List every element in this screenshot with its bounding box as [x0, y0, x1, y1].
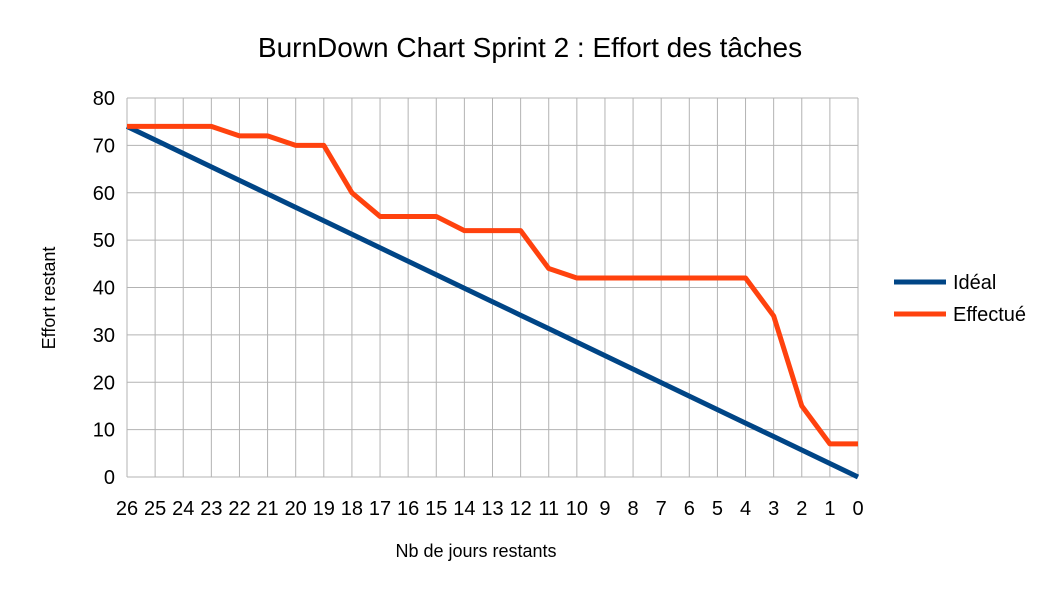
x-tick-label: 13	[481, 498, 503, 520]
y-tick-label: 40	[93, 278, 115, 300]
x-tick-label: 21	[256, 498, 278, 520]
x-tick-label: 24	[172, 498, 194, 520]
y-tick-label: 70	[93, 135, 115, 157]
x-tick-label: 23	[200, 498, 222, 520]
x-tick-label: 10	[566, 498, 588, 520]
y-tick-label: 30	[93, 325, 115, 347]
legend: Idéal Effectué	[894, 272, 1026, 326]
y-tick-label: 50	[93, 230, 115, 252]
x-tick-label: 11	[538, 498, 559, 520]
x-tick-label: 15	[425, 498, 447, 520]
legend-label: Effectué	[953, 304, 1026, 326]
series-lines	[125, 123, 860, 480]
x-tick-label: 20	[285, 498, 307, 520]
x-tick-label: 4	[740, 498, 751, 520]
chart-title: BurnDown Chart Sprint 2 : Effort des tâc…	[258, 32, 802, 63]
x-tick-label: 17	[369, 498, 391, 520]
x-tick-label: 2	[796, 498, 807, 520]
x-tick-label: 5	[712, 498, 723, 520]
x-tick-label: 25	[144, 498, 166, 520]
x-tick-label: 9	[599, 498, 610, 520]
x-tick-label: 18	[341, 498, 363, 520]
y-tick-label: 20	[93, 372, 115, 394]
series-line-ideal	[125, 124, 860, 480]
x-tick-label: 12	[509, 498, 531, 520]
legend-label: Idéal	[953, 272, 996, 294]
x-tick-label: 26	[116, 498, 138, 520]
x-tick-label: 14	[453, 498, 475, 520]
x-tick-label: 22	[228, 498, 250, 520]
y-tick-label: 10	[93, 420, 115, 442]
x-tick-label: 8	[628, 498, 639, 520]
y-axis-ticks: 0 10 20 30 40 50 60 70 80	[93, 88, 115, 489]
grid-lines	[126, 97, 859, 478]
x-axis-ticks: 26 25 24 23 22 21 20 19 18 17 16 15 14 13 12 11 10 9 8 7 6 5 4…	[116, 498, 864, 520]
series-line-effectue	[127, 123, 858, 447]
x-tick-label: 16	[397, 498, 419, 520]
y-axis-label: Effort restant	[39, 247, 59, 350]
x-tick-label: 3	[768, 498, 779, 520]
x-axis-label: Nb de jours restants	[395, 541, 556, 561]
x-tick-label: 6	[684, 498, 695, 520]
x-tick-label: 7	[656, 498, 667, 520]
y-tick-label: 80	[93, 88, 115, 110]
y-tick-label: 60	[93, 183, 115, 205]
x-tick-label: 19	[313, 498, 335, 520]
x-tick-label: 0	[852, 498, 863, 520]
y-tick-label: 0	[104, 467, 115, 489]
x-tick-label: 1	[824, 498, 835, 520]
